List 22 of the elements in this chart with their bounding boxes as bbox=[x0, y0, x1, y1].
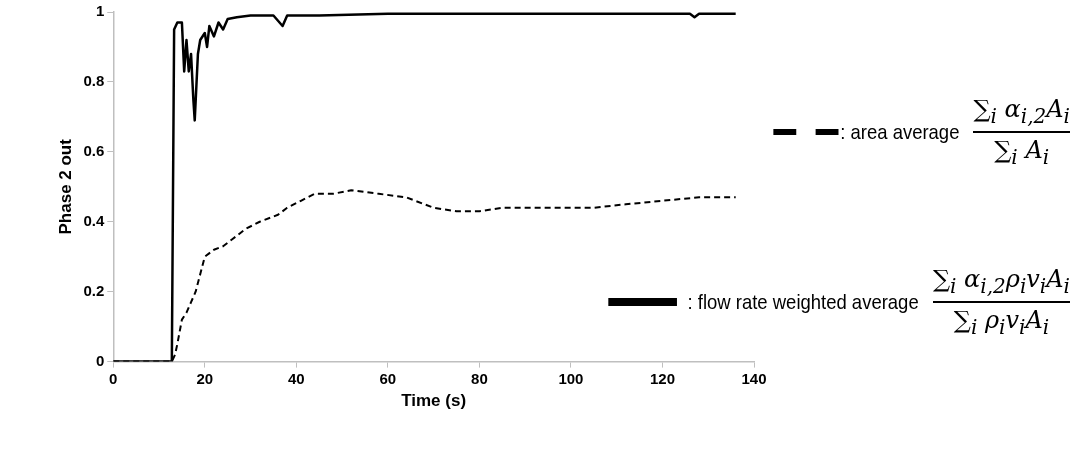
y-tick-label: 0.6 bbox=[83, 141, 105, 159]
y-tick-label: 0 bbox=[95, 351, 105, 369]
y-tick-label: 0.4 bbox=[83, 211, 105, 229]
legend-label: : area average bbox=[840, 119, 960, 144]
x-tick-label: 140 bbox=[741, 369, 767, 387]
y-tick-label: 0.2 bbox=[83, 281, 105, 299]
x-axis-title: Time (s) bbox=[401, 391, 467, 411]
text: ∑$_{i}$ A$_{i}$ bbox=[994, 135, 1050, 169]
x-tick-label: 40 bbox=[287, 369, 305, 387]
x-tick-label: 60 bbox=[379, 369, 397, 387]
x-tick-label: 20 bbox=[196, 369, 214, 387]
x-tick-label: 80 bbox=[471, 369, 488, 387]
text: ∑$_{i}$ α$_{i,2}$A$_{i}$ bbox=[973, 95, 1070, 128]
legend-label: : flow rate weighted average bbox=[687, 289, 919, 314]
x-tick-label: 0 bbox=[109, 369, 118, 387]
text: ∑$_{i}$ ρ$_{i}$v$_{i}$A$_{i}$ bbox=[953, 305, 1050, 339]
x-tick-label: 100 bbox=[558, 369, 584, 387]
y-tick-label: 0.8 bbox=[83, 72, 105, 90]
y-axis-title: Phase 2 out bbox=[55, 138, 75, 235]
text: ∑$_{i}$ α$_{i,2}$ρ$_{i}$v$_{i}$A$_{i}$ bbox=[932, 265, 1070, 298]
y-tick-label: 1 bbox=[95, 2, 105, 20]
x-tick-label: 120 bbox=[649, 369, 675, 387]
